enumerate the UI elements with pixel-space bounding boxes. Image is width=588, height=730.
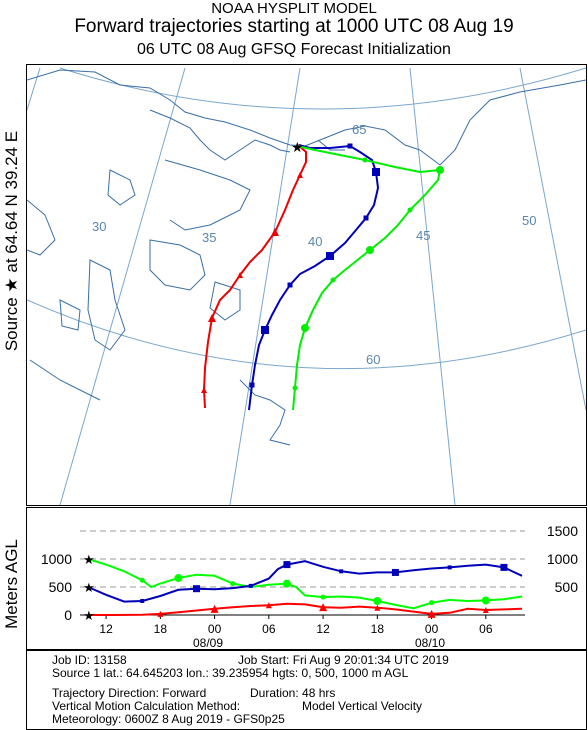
height-marker <box>140 599 145 603</box>
height-marker <box>139 577 145 583</box>
map-trajectory-marker <box>326 252 334 260</box>
map-trajectory-marker <box>301 324 309 332</box>
height-marker <box>320 594 326 600</box>
lon-35-label: 35 <box>202 230 216 245</box>
info-source: Source 1 lat.: 64.645203 lon.: 39.235954… <box>52 666 409 680</box>
trajectory-map <box>26 64 587 506</box>
map-trajectory-marker <box>436 166 444 174</box>
map-trajectory-marker <box>407 207 413 213</box>
info-vertical-velocity: Model Vertical Velocity <box>302 699 423 713</box>
height-marker <box>373 597 382 605</box>
height-series-0m <box>88 602 523 616</box>
coastlines <box>27 69 586 446</box>
info-duration: Duration: 48 hrs <box>250 686 336 700</box>
map-trajectory-marker <box>347 143 353 149</box>
height-marker <box>265 602 272 609</box>
map-trajectory-marker <box>297 172 303 178</box>
x-tick-label: 12 <box>99 622 113 636</box>
info-direction: Trajectory Direction: Forward <box>52 686 207 700</box>
y-tick-left-0: 0 <box>64 607 72 623</box>
start-star-500-icon: ★ <box>83 581 95 596</box>
x-tick-label: 00 <box>208 622 222 636</box>
map-trajectory-marker <box>287 282 293 288</box>
date-label-0810: 08/10 <box>415 636 445 650</box>
y-tick-left-500: 500 <box>49 579 73 595</box>
map-trajectory-marker <box>292 385 298 391</box>
source-star-icon: ★ <box>291 140 304 156</box>
y-tick-right-1500: 1500 <box>547 523 578 539</box>
chart-title: Forward trajectories starting at 1000 UT… <box>74 16 514 37</box>
x-tick-label: 00 <box>425 622 439 636</box>
map-trajectory-marker <box>330 277 336 283</box>
info-job-start: Job Start: Fri Aug 9 20:01:34 UTC 2019 <box>238 653 449 667</box>
lat-60-label: 60 <box>366 352 380 367</box>
map-trajectory-marker <box>372 168 380 176</box>
height-marker <box>447 565 452 570</box>
height-marker <box>193 585 200 593</box>
start-star-0-icon: ★ <box>83 609 95 624</box>
map-trajectory-marker <box>249 382 255 388</box>
info-meteorology: Meteorology: 0600Z 8 Aug 2019 - GFS0p25 <box>52 712 285 726</box>
map-trajectory-marker <box>201 387 207 393</box>
height-series-500m <box>87 558 523 610</box>
map-trajectory-marker <box>261 326 269 334</box>
height-marker <box>230 581 236 587</box>
date-label-0809: 08/09 <box>193 636 223 650</box>
map-trajectory-marker <box>366 246 374 254</box>
height-marker <box>174 574 183 583</box>
lon-50-label: 50 <box>522 213 536 228</box>
lon-40-label: 40 <box>308 234 322 249</box>
y-tick-left-1000: 1000 <box>41 551 72 567</box>
x-tick-label: 06 <box>479 622 493 636</box>
height-marker <box>481 596 490 605</box>
lon-45-label: 45 <box>416 228 430 243</box>
lat-65-label: 65 <box>352 122 366 137</box>
height-marker <box>427 609 436 618</box>
height-series-1000m <box>87 560 523 603</box>
map-trajectory-marker <box>362 157 368 163</box>
height-marker <box>157 610 164 617</box>
height-marker <box>319 603 328 612</box>
info-job-id: Job ID: 13158 <box>52 653 127 667</box>
info-vertical-method: Vertical Motion Calculation Method: <box>52 699 241 713</box>
height-marker <box>500 563 508 571</box>
x-tick-label: 18 <box>371 622 385 636</box>
height-marker <box>283 561 291 569</box>
trajectory-markers <box>201 143 444 393</box>
chart-subtitle: 06 UTC 08 Aug GFSQ Forecast Initializati… <box>137 41 451 58</box>
height-marker <box>429 600 435 606</box>
map-trajectory-marker <box>363 215 369 221</box>
x-tick-label: 18 <box>154 622 168 636</box>
height-plot <box>26 507 587 650</box>
trajectory-0m <box>202 144 307 409</box>
x-tick-label: 12 <box>316 622 330 636</box>
height-marker <box>482 606 489 613</box>
map-trajectory-marker <box>271 228 279 236</box>
height-marker <box>339 569 344 574</box>
map-trajectory-marker <box>237 272 243 278</box>
model-title: NOAA HYSPLIT MODEL <box>211 0 377 17</box>
y-tick-right-1000: 1000 <box>547 551 578 567</box>
map-trajectory-marker <box>208 314 216 322</box>
lon-30-label: 30 <box>92 219 106 234</box>
height-marker <box>248 583 253 588</box>
trajectory-1000m <box>248 144 380 411</box>
height-marker <box>282 579 291 588</box>
start-star-1000-icon: ★ <box>83 553 95 568</box>
x-tick-label: 06 <box>262 622 276 636</box>
height-marker <box>374 604 381 611</box>
y-tick-right-500: 500 <box>555 579 579 595</box>
graticule <box>27 67 586 505</box>
height-marker <box>210 604 219 613</box>
trajectory-500m <box>292 145 442 411</box>
height-marker <box>391 568 399 576</box>
